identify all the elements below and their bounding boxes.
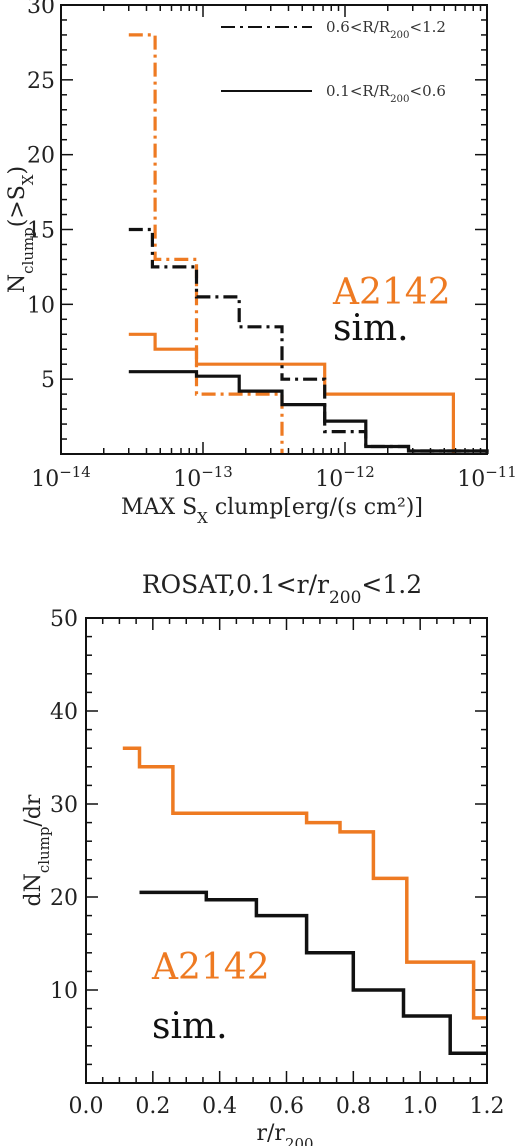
annotation-a2142: A2142: [151, 947, 270, 988]
annotation-sim: sim.: [333, 308, 409, 349]
x-tick-label: 10−13: [173, 463, 233, 492]
y-tick-label: 10: [50, 979, 78, 1004]
chart-title: ROSAT,0.1<r/r200<1.2: [142, 570, 422, 608]
plot-frame: [60, 4, 488, 455]
x-tick-label: 0.0: [69, 1094, 104, 1119]
y-tick-label: 15: [27, 219, 55, 244]
legend-label-outer: 0.6<R/R200<1.2: [326, 18, 446, 41]
x-tick-label: 0.8: [336, 1094, 371, 1119]
y-tick-label: 10: [27, 293, 55, 318]
plot-frame: [85, 617, 488, 1084]
y-tick-label: 30: [27, 0, 55, 19]
x-tick-label: 10−12: [315, 463, 375, 492]
x-tick-label: 10−11: [457, 463, 517, 492]
series-line: [128, 370, 489, 454]
x-tick-label: 10−14: [31, 463, 91, 492]
x-tick-label: 1.2: [470, 1094, 505, 1119]
y-tick-label: 20: [27, 144, 55, 169]
y-tick-label: 40: [50, 700, 78, 725]
y-tick-label: 25: [27, 69, 55, 94]
series-line: [128, 227, 489, 454]
x-tick-label: 0.2: [135, 1094, 170, 1119]
top-chart: 10−14 10−13 10−12 10−11 5 10 15 20 25 30 0.6<R/R20…: [5, 0, 517, 527]
x-axis-label: r/r200: [257, 1121, 314, 1146]
x-tick-label: 0.6: [269, 1094, 304, 1119]
series-line: [128, 332, 455, 454]
annotation-sim: sim.: [152, 1006, 228, 1047]
legend-label-inner: 0.1<R/R200<0.6: [326, 82, 446, 105]
y-tick-label: 30: [50, 793, 78, 818]
x-tick-label: 1.0: [403, 1094, 438, 1119]
y-axis-label: Nclump(>SX): [5, 166, 37, 293]
bottom-chart: 0.0 0.2 0.4 0.6 0.8 1.0 1.2 10 20 30 40 50 ROSAT,0.1…: [21, 570, 505, 1146]
x-axis-label: MAX SX clump[erg/(s cm²)]: [121, 495, 423, 527]
y-tick-label: 50: [50, 607, 78, 632]
x-tick-label: 0.4: [202, 1094, 237, 1119]
series-line: [139, 890, 487, 1055]
annotation-a2142: A2142: [332, 272, 451, 313]
series-line: [122, 746, 487, 1020]
y-tick-label: 5: [41, 368, 55, 393]
y-tick-label: 20: [50, 886, 78, 911]
y-axis-label: dNclump/dr: [21, 794, 53, 906]
